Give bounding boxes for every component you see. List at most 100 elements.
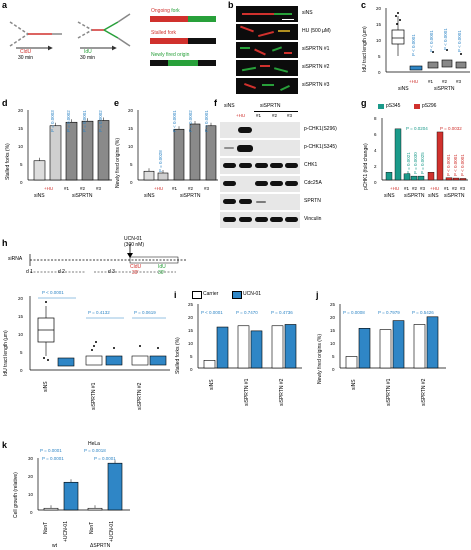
blot-row-chk1: CHK1 xyxy=(304,162,318,168)
panel-g-pval-teal-4: P = 0.0025 xyxy=(420,152,425,174)
panel-g-pval-teal-3: P = 0.0030 xyxy=(413,152,418,174)
bar-g-ps296-4 xyxy=(452,177,460,181)
panel-j-plot xyxy=(339,304,446,369)
panel-i-ytick-25: 25 xyxy=(188,302,194,307)
panel-k-ytick-10: 10 xyxy=(28,492,34,497)
panel-c-ytick-15: 15 xyxy=(376,22,382,27)
panel-d-group-sisprtn: siSPRTN xyxy=(72,193,93,199)
bar-g-ps296-1 xyxy=(427,172,435,181)
timeline-drawing xyxy=(29,244,186,273)
timeline-cldu-time: 30' xyxy=(132,270,139,276)
bar-g-ps296-3 xyxy=(445,177,453,181)
timeline-cldu-label: CldU xyxy=(130,264,142,270)
panel-c-ytick-0: 0 xyxy=(378,70,381,75)
bar-e-5 xyxy=(205,125,217,181)
panel-i-ytick-20: 20 xyxy=(188,315,194,320)
blot-strip-pchk1-s345 xyxy=(220,140,300,156)
panel-j-ytick-15: 15 xyxy=(330,328,336,333)
timeline-idu-time: 30' xyxy=(158,270,165,276)
bar-k-4 xyxy=(107,462,123,511)
panel-g-hu-label: +HU xyxy=(390,186,400,191)
panel-g-group-sins: siNS xyxy=(384,193,395,199)
panel-j-ytick-0: 0 xyxy=(332,367,335,372)
blot-col-2: #2 xyxy=(272,113,278,118)
panel-label-a: a xyxy=(2,0,8,10)
ongoing-fork-label: Ongoing fork xyxy=(151,8,180,14)
panel-c-x-2: #2 xyxy=(442,79,448,84)
bar-g-ps345-4 xyxy=(410,175,418,181)
bar-k-1 xyxy=(43,507,59,511)
panel-c-ylabel: IdU tract length (µm) xyxy=(362,26,368,72)
panel-i-ytick-10: 10 xyxy=(188,341,194,346)
panel-e-pval-4: P < 0.0001 xyxy=(204,110,209,132)
bar-g-ps345-1 xyxy=(385,172,393,181)
bar-j-carrier-2 xyxy=(379,329,392,369)
panel-g-pval-red-4: P < 0.0001 xyxy=(460,154,465,176)
bar-j-carrier-1 xyxy=(345,356,358,369)
panel-g-pval-red-3: P < 0.0001 xyxy=(453,154,458,176)
panel-k-ytick-20: 20 xyxy=(28,474,34,479)
stalled-fork-tract xyxy=(150,38,216,44)
micrograph-label-sisprtn-2: siSPRTN #2 xyxy=(302,64,330,70)
bar-d-1 xyxy=(33,160,46,181)
fork-schematic-drawing xyxy=(9,13,131,51)
panel-c-x-1: #1 xyxy=(428,79,434,84)
panel-label-i: i xyxy=(174,290,177,300)
bar-g-ps345-2 xyxy=(394,128,402,181)
panel-g-hu-label-2: +HU xyxy=(430,186,440,191)
panel-d-hu-label: +HU xyxy=(44,186,54,191)
panel-h-plot xyxy=(29,296,170,371)
panel-d-pval-1: P = 0.0003 xyxy=(50,110,55,132)
panel-c-plot xyxy=(385,8,470,73)
panel-j-ytick-25: 25 xyxy=(330,302,336,307)
panel-i-ytick-5: 5 xyxy=(190,354,193,359)
panel-h-pval-1: P < 0.0001 xyxy=(42,290,64,295)
panel-i-group-sisprtn-1: siSPRTN #1 xyxy=(244,378,250,406)
panel-i-pval-2: P = 0.7470 xyxy=(236,310,258,315)
panel-h-ytick-10: 10 xyxy=(18,332,24,337)
panel-h-group-sins: siNS xyxy=(43,381,49,392)
panel-g-x-2: #2 xyxy=(412,186,418,191)
panel-j-ytick-20: 20 xyxy=(330,315,336,320)
panel-k-ytick-0: 0 xyxy=(30,510,33,515)
panel-k-ytick-30: 30 xyxy=(28,456,34,461)
blot-col-1: #1 xyxy=(256,113,262,118)
panel-d-ytick-10: 10 xyxy=(18,144,24,149)
blot-row-pchk1-s345: p-CHK1(S345) xyxy=(304,144,337,150)
legend-carrier-swatch xyxy=(192,291,202,299)
panel-label-d: d xyxy=(2,98,8,108)
bar-i-ucn-3 xyxy=(284,324,297,369)
panel-h-group-sisprtn-1: siSPRTN #1 xyxy=(91,382,97,410)
panel-d-group-sins: siNS xyxy=(34,193,45,199)
panel-c-pval-3: P < 0.0001 xyxy=(443,28,448,50)
panel-h-ytick-5: 5 xyxy=(20,350,23,355)
panel-g-plot xyxy=(381,118,468,181)
bar-g-ps296-5 xyxy=(459,178,467,181)
panel-d-pval-4: P = 0.0002 xyxy=(98,110,103,132)
timeline-sirna-label: siRNA xyxy=(8,256,23,262)
blot-sisprtn-bracket xyxy=(254,111,298,112)
panel-g-pval-teal-2: P = 0.0021 xyxy=(406,152,411,174)
panel-g-pval-teal-1: P = 0.0204 xyxy=(406,126,428,131)
blot-strip-cdc25a xyxy=(220,176,300,192)
panel-e-ytick-15: 15 xyxy=(128,126,134,131)
bar-i-carrier-2 xyxy=(237,325,250,369)
blot-col-sisprtn: siSPRTN xyxy=(260,103,281,109)
panel-g-x-1b: #1 xyxy=(444,186,450,191)
legend-ps296-swatch xyxy=(414,104,420,109)
micrograph-label-sisprtn-3: siSPRTN #3 xyxy=(302,82,330,88)
bar-i-carrier-1 xyxy=(203,360,216,369)
idu-time-label: 30 min xyxy=(80,55,96,61)
bar-g-ps345-3 xyxy=(403,173,411,181)
panel-j-pval-3: P = 0.5426 xyxy=(412,310,434,315)
blot-strip-pchk1-s296 xyxy=(220,122,300,138)
blot-row-pchk1-s296: p-CHK1(S296) xyxy=(304,126,337,132)
bar-j-carrier-3 xyxy=(413,324,426,369)
panel-k-pval-1: P = 0.0001 xyxy=(40,448,62,453)
panel-c-ytick-10: 10 xyxy=(376,38,382,43)
panel-c-pval-2: P < 0.0001 xyxy=(429,30,434,52)
timeline-day-3: d 3 xyxy=(108,269,115,275)
panel-label-b: b xyxy=(228,0,234,10)
legend-ps296-label: pS296 xyxy=(422,103,437,109)
panel-g-group-sisprtn-2: siSPRTN xyxy=(444,193,465,199)
